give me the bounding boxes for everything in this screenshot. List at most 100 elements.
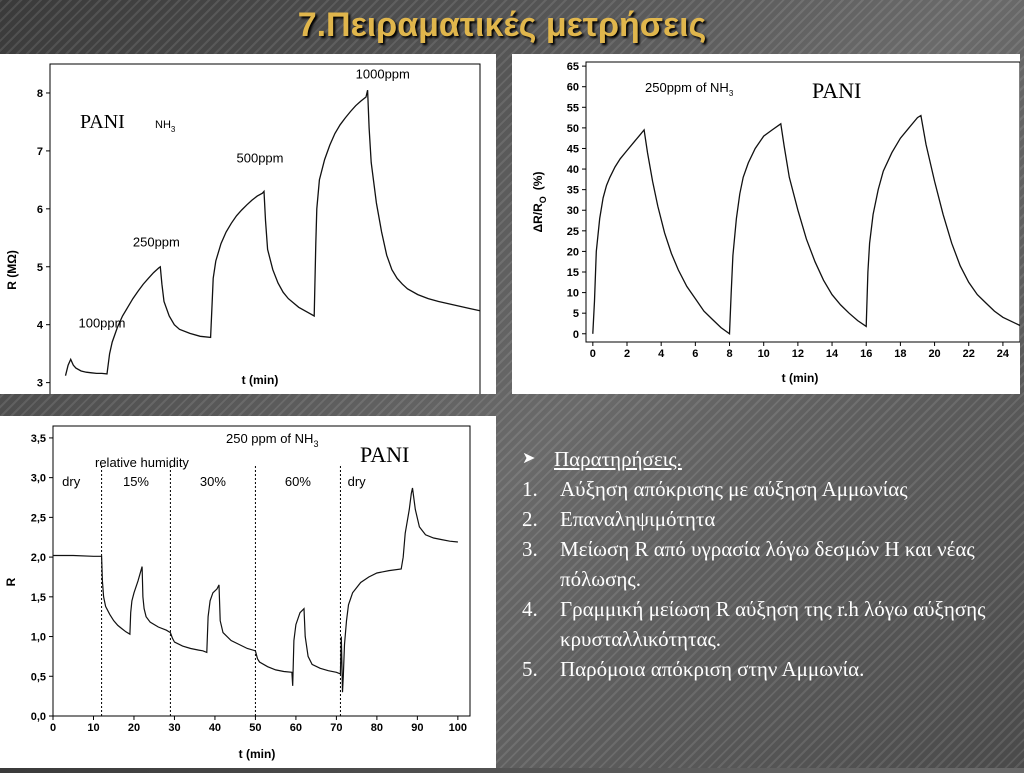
y-tick-label: 7 — [37, 146, 43, 158]
plot-frame — [52, 425, 471, 717]
x-axis-label: t (min) — [782, 371, 819, 385]
notes-heading-row: ➤ Παρατηρήσεις. — [522, 444, 1012, 474]
y-tick-label: 20 — [567, 246, 579, 258]
x-tick-label: 8 — [726, 348, 732, 360]
note-text: Αύξηση απόκρισης με αύξηση Αμμωνίας — [560, 477, 908, 501]
x-tick-label: 2 — [624, 348, 630, 360]
plot-frame — [585, 61, 1021, 343]
x-axis-label: t (min) — [242, 373, 279, 387]
y-tick-label: 30 — [567, 205, 579, 217]
note-number: 3. — [522, 537, 538, 561]
nh3-label: NH3 — [155, 119, 176, 134]
note-item: 3. Μείωση R από υγρασία λόγω δεσμών H κα… — [522, 534, 1012, 594]
y-tick-label: 45 — [567, 143, 579, 155]
y-tick-label: 55 — [567, 102, 579, 114]
humidity-region-label: 60% — [285, 474, 311, 489]
y-tick-label: 1,0 — [31, 632, 46, 644]
humidity-region-label: dry — [348, 474, 367, 489]
x-tick-label: 40 — [209, 722, 221, 734]
x-tick-label: 22 — [963, 348, 975, 360]
pani-label: PANI — [812, 78, 861, 103]
humidity-region-label: dry — [62, 474, 81, 489]
chart-panel-response-repeatability: 0 2 4 6 8 10 12 14 16 18 20 22 24 0 5 10 15 20 25 30 35 40 45 5… — [512, 54, 1021, 394]
y-tick-label: 5 — [37, 262, 43, 274]
y-tick-label: 3,5 — [31, 433, 46, 445]
x-tick-label: 10 — [87, 722, 99, 734]
concentration-label: 1000ppm — [356, 66, 410, 81]
concentration-annotation: 250 ppm of NH3 — [226, 431, 318, 449]
arrow-bullet-icon: ➤ — [522, 450, 536, 467]
x-tick-label: 20 — [928, 348, 940, 360]
y-axis-label: R (MΩ) — [5, 250, 19, 290]
note-text: Επαναληψιμότητα — [560, 507, 716, 531]
y-axis-label: R — [4, 577, 18, 586]
x-tick-label: 50 — [249, 722, 261, 734]
x-tick-label: 12 — [792, 348, 804, 360]
chart-panel-humidity: 0 10 20 30 40 50 60 70 80 90 100 0,0 0,5 1,0 1,5 2,0 2,5… — [0, 416, 496, 768]
x-tick-label: 60 — [290, 722, 302, 734]
x-tick-label: 24 — [997, 348, 1010, 360]
resistance-curve — [64, 89, 481, 376]
x-tick-label: 10 — [758, 348, 770, 360]
response-curve — [592, 114, 1021, 336]
y-tick-label: 3,0 — [31, 473, 46, 485]
x-tick-label: 4 — [658, 348, 665, 360]
note-number: 1. — [522, 477, 538, 501]
note-text: Παρόμοια απόκριση στην Αμμωνία. — [560, 657, 865, 681]
note-item: 5. Παρόμοια απόκριση στην Αμμωνία. — [522, 654, 1012, 684]
y-tick-label: 15 — [567, 267, 579, 279]
x-tick-label: 16 — [860, 348, 872, 360]
x-tick-label: 0 — [590, 348, 596, 360]
y-tick-label: 8 — [37, 88, 43, 100]
y-tick-label: 35 — [567, 185, 579, 197]
x-tick-label: 80 — [371, 722, 383, 734]
y-tick-label: 6 — [37, 204, 43, 216]
relative-humidity-label: relative humidity — [95, 455, 189, 470]
note-item: 2. Επαναληψιμότητα — [522, 504, 1012, 534]
slide-title: 7.Πειραματικές μετρήσεις — [297, 6, 707, 44]
note-number: 5. — [522, 657, 538, 681]
x-tick-label: 6 — [692, 348, 698, 360]
y-tick-label: 1,5 — [31, 592, 46, 604]
note-text: Γραμμική μείωση R αύξηση της r.h λόγω αύ… — [560, 597, 986, 651]
x-tick-label: 14 — [826, 348, 839, 360]
y-tick-label: 2,5 — [31, 512, 46, 524]
x-tick-label: 70 — [330, 722, 342, 734]
y-tick-label: 25 — [567, 226, 579, 238]
y-tick-label: 10 — [567, 288, 579, 300]
note-item: 1. Αύξηση απόκρισης με αύξηση Αμμωνίας — [522, 474, 1012, 504]
x-tick-label: 20 — [128, 722, 140, 734]
y-axis-label: ΔR/RO(%) — [531, 172, 548, 233]
humidity-resistance-curve — [53, 487, 458, 693]
chart-resistance-vs-time: 01020304050607080345678 PANI NH3 100ppm2… — [5, 63, 486, 418]
notes-heading: Παρατηρήσεις. — [554, 447, 682, 471]
concentration-label: 100ppm — [78, 316, 125, 331]
x-axis-label: t (min) — [239, 747, 276, 761]
x-tick-label: 18 — [894, 348, 906, 360]
y-tick-label: 0,0 — [31, 711, 46, 723]
y-tick-label: 60 — [567, 82, 579, 94]
pani-label: PANI — [80, 111, 125, 133]
humidity-region-label: 30% — [200, 474, 226, 489]
x-tick-label: 100 — [449, 722, 467, 734]
y-tick-label: 2,0 — [31, 552, 46, 564]
chart-response-vs-time: 0 2 4 6 8 10 12 14 16 18 20 22 240510152025303540455… — [531, 61, 1021, 385]
y-tick-label: 0,5 — [31, 671, 46, 683]
y-tick-label: 0 — [573, 329, 579, 341]
x-tick-label: 90 — [411, 722, 423, 734]
observations-notes: ➤ Παρατηρήσεις. 1. Αύξηση απόκρισης με αύ… — [522, 444, 1012, 684]
y-tick-label: 4 — [37, 320, 44, 332]
y-tick-label: 40 — [567, 164, 579, 176]
y-tick-label: 50 — [567, 123, 579, 135]
y-tick-label: 65 — [567, 61, 579, 73]
chart-humidity-effect: 0 10 20 30 40 50 60 70 80 90 100 0,0 0,5 1,0 1,5 2,0 2,5… — [4, 425, 471, 761]
chart-panel-resistance-concentration: 01020304050607080345678 PANI NH3 100ppm2… — [0, 54, 496, 418]
note-number: 4. — [522, 597, 538, 621]
y-tick-label: 3 — [37, 378, 43, 390]
note-text: Μείωση R από υγρασία λόγω δεσμών H και ν… — [560, 537, 975, 591]
concentration-label: 250ppm — [133, 234, 180, 249]
pani-label: PANI — [360, 442, 409, 467]
concentration-annotation: 250ppm of NH3 — [645, 80, 734, 98]
note-item: 4. Γραμμική μείωση R αύξηση της r.h λόγω… — [522, 594, 1012, 654]
concentration-label: 500ppm — [237, 150, 284, 165]
